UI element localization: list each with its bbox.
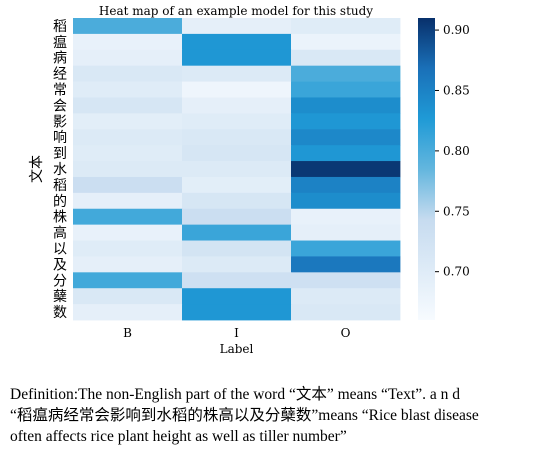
y-tick-label: 会 — [53, 98, 67, 114]
colorbar — [418, 18, 435, 320]
heatmap-cell-r17-c2 — [291, 288, 401, 305]
heatmap-figure: Heat map of an example model for this st… — [29, 4, 470, 356]
y-tick-label: 病 — [53, 51, 67, 67]
heatmap-cell-r11-c1 — [182, 192, 292, 210]
x-tick-label: I — [234, 326, 239, 340]
heatmap-cell-r17-c0 — [73, 288, 183, 305]
heatmap-cell-r7-c2 — [291, 129, 401, 146]
figure-caption: Definition:The non-English part of the w… — [10, 384, 544, 447]
heatmap-cell-r6-c2 — [291, 113, 401, 130]
heatmap-cell-r13-c1 — [182, 224, 292, 241]
caption-line-1: Definition:The non-English part of the w… — [10, 386, 461, 403]
y-tick-label: 数 — [53, 305, 67, 321]
heatmap-cell-r11-c2 — [291, 192, 401, 210]
colorbar-tick-label: 0.75 — [443, 204, 470, 218]
heatmap-cell-r5-c1 — [182, 97, 292, 114]
y-tick-label: 经 — [53, 67, 67, 83]
heatmap-cell-r8-c1 — [182, 145, 292, 162]
y-tick-label: 及 — [53, 257, 67, 273]
heatmap-cell-r4-c2 — [291, 81, 401, 98]
heatmap-cell-r14-c1 — [182, 240, 292, 257]
colorbar-tick-label: 0.85 — [443, 83, 470, 97]
y-tick-label: 蘖 — [53, 289, 67, 305]
heatmap-cell-r2-c1 — [182, 49, 292, 67]
y-tick-label: 到 — [53, 146, 67, 162]
heatmap-cell-r0-c0 — [73, 18, 183, 35]
heatmap-cell-r17-c1 — [182, 288, 292, 305]
caption-line-3: often affects rice plant height as well … — [10, 428, 347, 445]
colorbar-tick-label: 0.70 — [443, 265, 470, 279]
heatmap-cell-r1-c0 — [73, 33, 183, 51]
heatmap-cell-r10-c2 — [291, 176, 401, 194]
heatmap-cell-r9-c1 — [182, 161, 292, 178]
heatmap-cell-r11-c0 — [73, 192, 183, 210]
heatmap-cell-r13-c2 — [291, 224, 401, 241]
heatmap-cell-r15-c0 — [73, 256, 183, 273]
heatmap-cell-r1-c1 — [182, 33, 292, 51]
x-axis-label: Label — [220, 342, 254, 356]
y-tick-label: 影 — [53, 114, 67, 130]
y-tick-label: 响 — [53, 130, 67, 146]
heatmap-cell-r18-c2 — [291, 304, 401, 321]
heatmap-cell-r0-c1 — [182, 18, 292, 35]
heatmap-cell-r1-c2 — [291, 33, 401, 51]
heatmap-cell-r3-c1 — [182, 65, 292, 82]
heatmap-cell-r4-c1 — [182, 81, 292, 98]
heatmap-cell-r9-c2 — [291, 161, 401, 178]
heatmap-cell-r3-c0 — [73, 65, 183, 82]
y-tick-label: 稻 — [53, 178, 67, 194]
heatmap-cell-r16-c1 — [182, 272, 292, 289]
heatmap-cell-r14-c0 — [73, 240, 183, 257]
heatmap-cell-r9-c0 — [73, 161, 183, 178]
heatmap-cell-r6-c0 — [73, 113, 183, 130]
y-tick-label: 瘟 — [53, 34, 67, 51]
y-tick-label: 的 — [53, 194, 67, 210]
heatmap-cell-r7-c0 — [73, 129, 183, 146]
heatmap-cell-r16-c2 — [291, 272, 401, 289]
heatmap-cell-r16-c0 — [73, 272, 183, 289]
y-axis-label: 文本 — [29, 155, 45, 183]
heatmap-cell-r10-c0 — [73, 176, 183, 194]
heatmap-cell-r4-c0 — [73, 81, 183, 98]
heatmap-cell-r5-c2 — [291, 97, 401, 114]
colorbar-tick-label: 0.90 — [443, 23, 470, 37]
x-tick-label: O — [341, 326, 351, 340]
y-tick-label: 株 — [53, 210, 67, 226]
y-tick-label: 分 — [53, 273, 67, 289]
heatmap-cell-r8-c2 — [291, 145, 401, 162]
colorbar-tick-label: 0.80 — [443, 144, 470, 158]
y-tick-label: 以 — [53, 241, 67, 257]
y-tick-label: 常 — [53, 83, 67, 99]
heatmap-cell-r12-c0 — [73, 208, 183, 226]
heatmap-cell-r2-c2 — [291, 49, 401, 67]
y-tick-label: 水 — [53, 162, 67, 178]
heatmap-cell-r18-c1 — [182, 304, 292, 321]
chart-title: Heat map of an example model for this st… — [98, 4, 374, 18]
heatmap-cell-r10-c1 — [182, 176, 292, 194]
heatmap-cell-r15-c2 — [291, 256, 401, 273]
heatmap-cell-r15-c1 — [182, 256, 292, 273]
heatmap-cell-r3-c2 — [291, 65, 401, 82]
heatmap-cell-r2-c0 — [73, 49, 183, 67]
heatmap-cell-r7-c1 — [182, 129, 292, 146]
heatmap-cell-r6-c1 — [182, 113, 292, 130]
heatmap-cell-r14-c2 — [291, 240, 401, 257]
heatmap-cell-r8-c0 — [73, 145, 183, 162]
heatmap-cell-r13-c0 — [73, 224, 183, 241]
y-tick-label: 稻 — [53, 19, 67, 35]
heatmap-cell-r12-c1 — [182, 208, 292, 226]
y-tick-label: 高 — [53, 225, 67, 242]
heatmap-cell-r18-c0 — [73, 304, 183, 321]
heatmap-cell-r5-c0 — [73, 97, 183, 114]
caption-line-2: “稻瘟病经常会影响到水稻的株高以及分蘖数”means “Rice blast d… — [10, 407, 479, 424]
heatmap-cell-r0-c2 — [291, 18, 401, 35]
x-tick-label: B — [123, 326, 132, 340]
heatmap-cell-r12-c2 — [291, 208, 401, 226]
